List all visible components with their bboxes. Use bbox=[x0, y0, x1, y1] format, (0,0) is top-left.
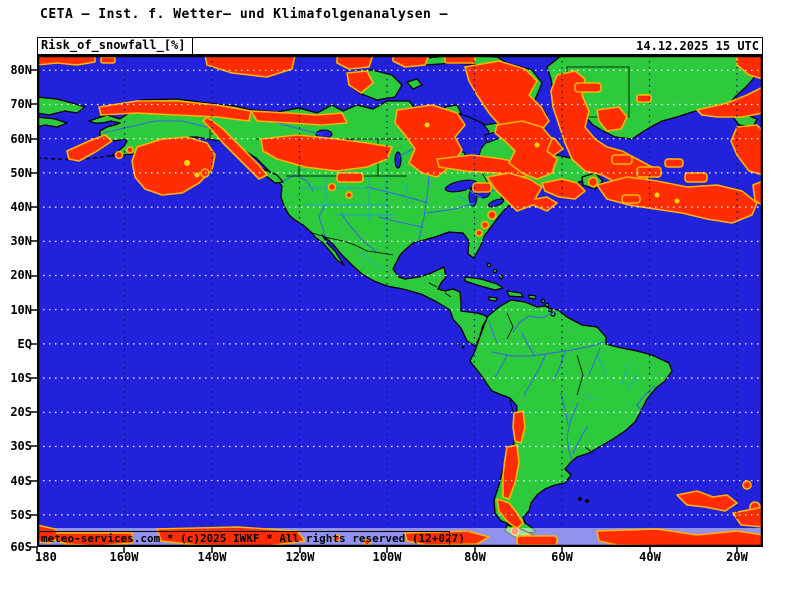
gulf-of-alaska-risk bbox=[131, 136, 216, 196]
lat-label: 50N bbox=[10, 166, 32, 180]
lat-label: EQ bbox=[17, 337, 32, 351]
institute-title: CETA — Inst. f. Wetter— und Klimafolgena… bbox=[40, 7, 449, 22]
lat-label: 80N bbox=[10, 63, 32, 77]
south-america bbox=[469, 299, 673, 534]
lat-label: 10N bbox=[10, 303, 32, 317]
yellow-specks bbox=[184, 122, 680, 204]
lon-label: 80W bbox=[464, 550, 486, 564]
chukotka bbox=[37, 96, 86, 116]
lon-label: 60W bbox=[551, 550, 573, 564]
state-borders bbox=[299, 176, 638, 401]
product-label: Risk_of_snowfall_[%] bbox=[37, 37, 193, 55]
copyright-line: meteo-services.com * (c)2025 IWKF * All … bbox=[37, 531, 465, 547]
lat-label: 10S bbox=[10, 371, 32, 385]
lat-label: 40S bbox=[10, 474, 32, 488]
lat-label: 70N bbox=[10, 97, 32, 111]
lon-label: 20W bbox=[726, 550, 748, 564]
valid-datetime: 14.12.2025 15 UTC bbox=[636, 39, 759, 53]
lat-label: 60S bbox=[10, 540, 32, 554]
lon-label: 120W bbox=[285, 550, 315, 564]
lon-label: 40W bbox=[639, 550, 661, 564]
lon-label: 100W bbox=[372, 550, 402, 564]
lat-label: 20S bbox=[10, 405, 32, 419]
lat-label: 30S bbox=[10, 439, 32, 453]
map-svg bbox=[37, 55, 763, 547]
lat-label: 40N bbox=[10, 200, 32, 214]
lon-label: 140W bbox=[197, 550, 227, 564]
band-risk-patches bbox=[37, 524, 763, 547]
graticule bbox=[37, 55, 763, 547]
lat-label: 50S bbox=[10, 508, 32, 522]
lat-label: 20N bbox=[10, 268, 32, 282]
lat-label: 60N bbox=[10, 132, 32, 146]
lon-label: 180 bbox=[35, 550, 57, 564]
lon-label: 160W bbox=[109, 550, 139, 564]
lat-label: 30N bbox=[10, 234, 32, 248]
title-bar: Risk_of_snowfall_[%] 14.12.2025 15 UTC bbox=[37, 37, 763, 55]
snowfall-risk-areas bbox=[37, 55, 763, 541]
